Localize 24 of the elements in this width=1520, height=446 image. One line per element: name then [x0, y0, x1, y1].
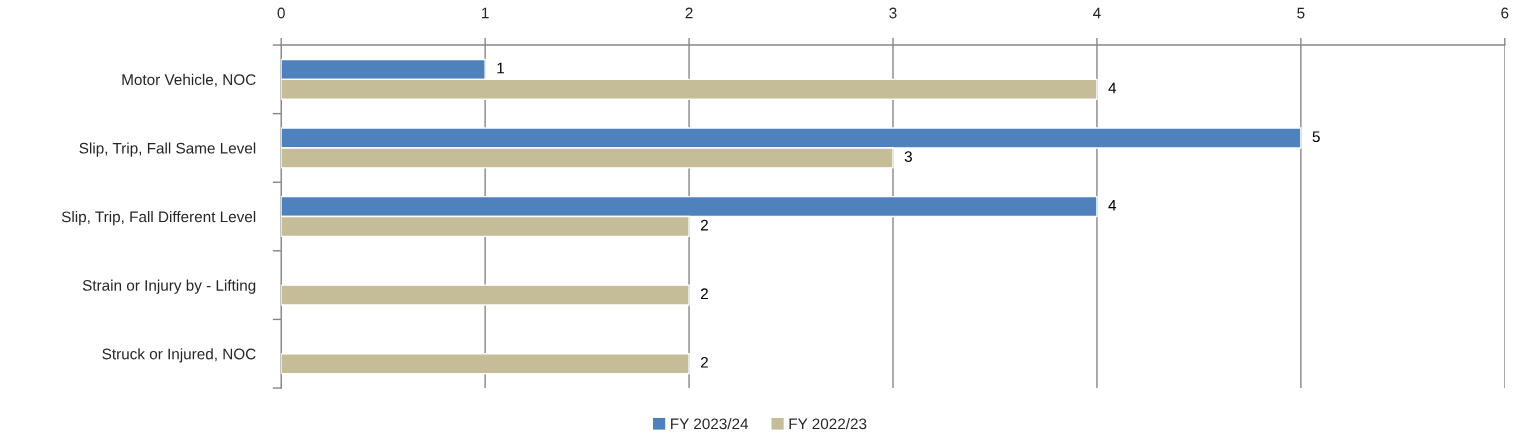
legend-label: FY 2022/23	[789, 418, 867, 430]
y-tick-label: Struck or Injured, NOC	[102, 348, 256, 363]
legend-label: FY 2023/24	[671, 418, 749, 430]
data-label: 2	[700, 288, 708, 300]
data-label: 4	[1108, 82, 1117, 94]
data-label: 2	[700, 219, 708, 231]
x-tick-label: 4	[1093, 7, 1101, 19]
data-label: 5	[1312, 131, 1320, 143]
y-tick-label: Strain or Injury by - Lifting	[82, 279, 256, 294]
data-label: 3	[904, 151, 912, 162]
data-label: 2	[700, 356, 708, 368]
x-tick-label: 5	[1297, 7, 1305, 19]
y-tick-label: Slip, Trip, Fall Different Level	[61, 211, 256, 226]
y-tick-label: Slip, Trip, Fall Same Level	[79, 142, 256, 157]
x-tick-label: 2	[685, 7, 693, 19]
x-tick-label: 0	[277, 7, 285, 19]
y-tick-label: Motor Vehicle, NOC	[122, 73, 256, 87]
data-label: 1	[497, 62, 504, 74]
x-tick-label: 3	[889, 7, 897, 19]
bar	[281, 353, 690, 375]
x-tick-label: 6	[1501, 7, 1509, 19]
data-label: 4	[1108, 200, 1117, 211]
x-tick-label: 1	[482, 7, 489, 19]
bar	[281, 284, 690, 306]
